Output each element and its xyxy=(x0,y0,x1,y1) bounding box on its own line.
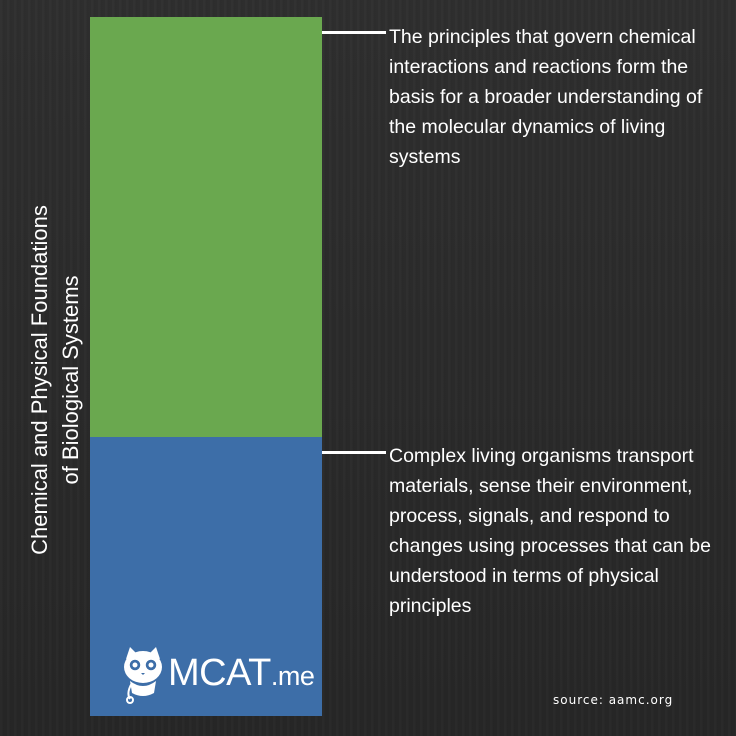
blue-section-description: Complex living organisms transport mater… xyxy=(389,445,711,617)
logo-main: MCAT xyxy=(168,652,271,694)
mcat-me-logo: MCAT.me xyxy=(118,645,315,705)
connector-line-blue xyxy=(322,451,386,454)
green-section-description: The principles that govern chemical inte… xyxy=(389,26,703,168)
green-section-bar xyxy=(90,17,322,437)
logo-suffix: .me xyxy=(270,661,315,691)
source-credit: source: aamc.org xyxy=(553,693,674,707)
logo-text: MCAT.me xyxy=(168,649,315,700)
diagram-title: Chemical and Physical Foundations of Bio… xyxy=(27,205,83,555)
cat-mascot-icon xyxy=(124,647,162,704)
connector-line-green xyxy=(322,31,386,34)
